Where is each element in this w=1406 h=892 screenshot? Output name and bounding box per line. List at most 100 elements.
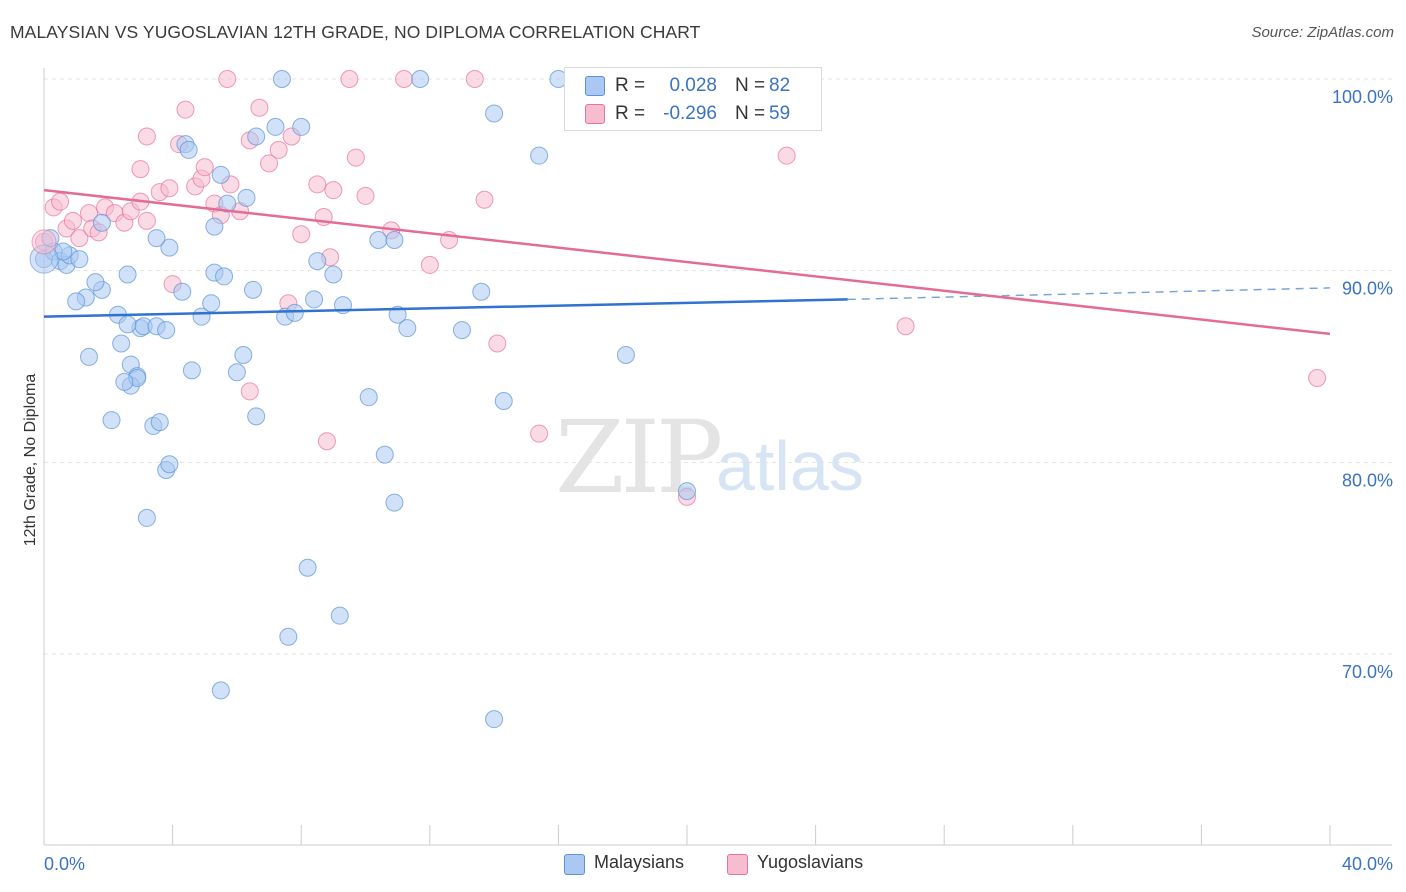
y-tick-label: 70.0% — [1342, 662, 1393, 682]
malaysian-point — [485, 710, 504, 729]
malaysian-point — [234, 346, 253, 364]
yugoslavian-point — [488, 334, 507, 353]
yugoslavian-trend-line — [43, 188, 1331, 336]
malaysian-point — [137, 508, 156, 527]
yugoslavian-point — [777, 146, 796, 165]
x-tick-label: 0.0% — [44, 854, 85, 874]
malaysian-point — [305, 290, 324, 309]
n-value: 82 — [769, 75, 791, 96]
yugoslavian-point — [240, 382, 259, 401]
malaysian-point — [678, 482, 696, 501]
yugoslavian-point — [308, 175, 327, 194]
yugoslavian-point — [395, 70, 414, 88]
malaysian-point — [211, 681, 230, 700]
r-value: 0.028 — [669, 75, 717, 96]
yugoslavian-point — [51, 192, 70, 211]
malaysian-point — [272, 70, 291, 88]
malaysian-point — [182, 361, 201, 380]
malaysian-point — [102, 411, 121, 430]
malaysian-point — [112, 334, 131, 353]
malaysian-point — [472, 282, 491, 301]
malaysian-point — [359, 388, 378, 407]
grid-lines — [44, 78, 1392, 655]
malaysian-point — [385, 231, 404, 249]
stats-row-yugoslavians: R = -0.296 N = 59 — [565, 101, 821, 127]
malaysian-point — [227, 363, 246, 382]
malaysian-point — [308, 252, 327, 271]
malaysian-point — [411, 70, 430, 88]
legend-label: Yugoslavians — [757, 852, 864, 872]
yugoslavian-point — [160, 179, 179, 198]
stats-legend-box: R = 0.028 N = 82 R = -0.296 N = 59 — [564, 67, 822, 131]
malaysian-point — [292, 117, 311, 136]
malaysian-trend-extension — [847, 287, 1331, 301]
r-label: R = — [615, 103, 646, 124]
yugoslavian-point — [324, 181, 343, 200]
yugoslavian-point — [356, 186, 375, 205]
yugoslavian-point — [260, 154, 279, 173]
yugoslavian-point — [218, 70, 237, 88]
yugoslavian-point — [475, 190, 494, 209]
legend-swatch-malaysians — [564, 854, 585, 875]
malaysian-point — [205, 217, 224, 236]
malaysian-point — [118, 315, 137, 334]
yugoslavians-swatch — [585, 104, 605, 124]
malaysian-point — [157, 321, 176, 340]
yugoslavian-point — [250, 98, 269, 117]
malaysian-point — [388, 305, 407, 324]
y-tick-label: 80.0% — [1342, 470, 1393, 490]
malaysian-trend-line — [43, 298, 848, 318]
malaysian-point — [80, 347, 99, 366]
legend-swatch-yugoslavians — [727, 854, 748, 875]
malaysian-point — [247, 407, 266, 426]
malaysian-point — [243, 280, 262, 299]
malaysian-point — [616, 346, 635, 364]
trend-lines — [43, 188, 1331, 336]
n-label: N = — [735, 103, 766, 124]
malaysian-point — [452, 321, 471, 340]
malaysian-point — [485, 104, 504, 123]
n-value: 59 — [769, 103, 791, 124]
y-axis-label: 12th Grade, No Diploma — [22, 373, 39, 547]
malaysian-point — [115, 372, 134, 391]
malaysian-point — [160, 238, 179, 257]
malaysians-swatch — [585, 76, 605, 96]
malaysian-point — [279, 627, 298, 646]
yugoslavian-point — [317, 432, 336, 451]
yugoslavian-point — [137, 127, 156, 146]
malaysian-point — [247, 127, 266, 146]
yugoslavian-point — [195, 158, 214, 177]
x-tick-label: 40.0% — [1342, 854, 1393, 874]
data-points — [29, 70, 1327, 729]
yugoslavian-point — [292, 225, 311, 244]
malaysian-point — [150, 413, 169, 432]
malaysian-point — [298, 558, 317, 577]
malaysian-point — [118, 265, 137, 284]
stats-row-malaysians: R = 0.028 N = 82 — [565, 73, 821, 99]
malaysian-point — [70, 250, 89, 269]
yugoslavian-point — [340, 70, 359, 88]
chart-title: MALAYSIAN VS YUGOSLAVIAN 12TH GRADE, NO … — [10, 22, 701, 42]
watermark-atlas: atlas — [716, 427, 864, 505]
yugoslavian-point — [131, 160, 150, 179]
axes — [43, 68, 1392, 846]
malaysian-point — [92, 213, 111, 232]
yugoslavian-point — [269, 140, 288, 159]
malaysian-point — [86, 273, 105, 292]
malaysian-point — [266, 117, 285, 136]
malaysian-point — [211, 165, 230, 184]
malaysian-point — [330, 606, 349, 625]
malaysian-point — [67, 292, 86, 311]
malaysian-point — [218, 194, 237, 213]
yugoslavian-point — [896, 317, 915, 336]
malaysian-point — [385, 493, 404, 512]
tick-labels: 100.0% 90.0% 80.0% 70.0% 0.0% 40.0% — [44, 87, 1393, 874]
yugoslavian-point — [346, 148, 365, 167]
malaysian-point — [237, 188, 256, 207]
yugoslavian-point — [70, 229, 89, 248]
yugoslavian-point — [63, 211, 82, 230]
malaysian-point — [179, 140, 198, 159]
yugoslavian-point — [530, 424, 549, 443]
